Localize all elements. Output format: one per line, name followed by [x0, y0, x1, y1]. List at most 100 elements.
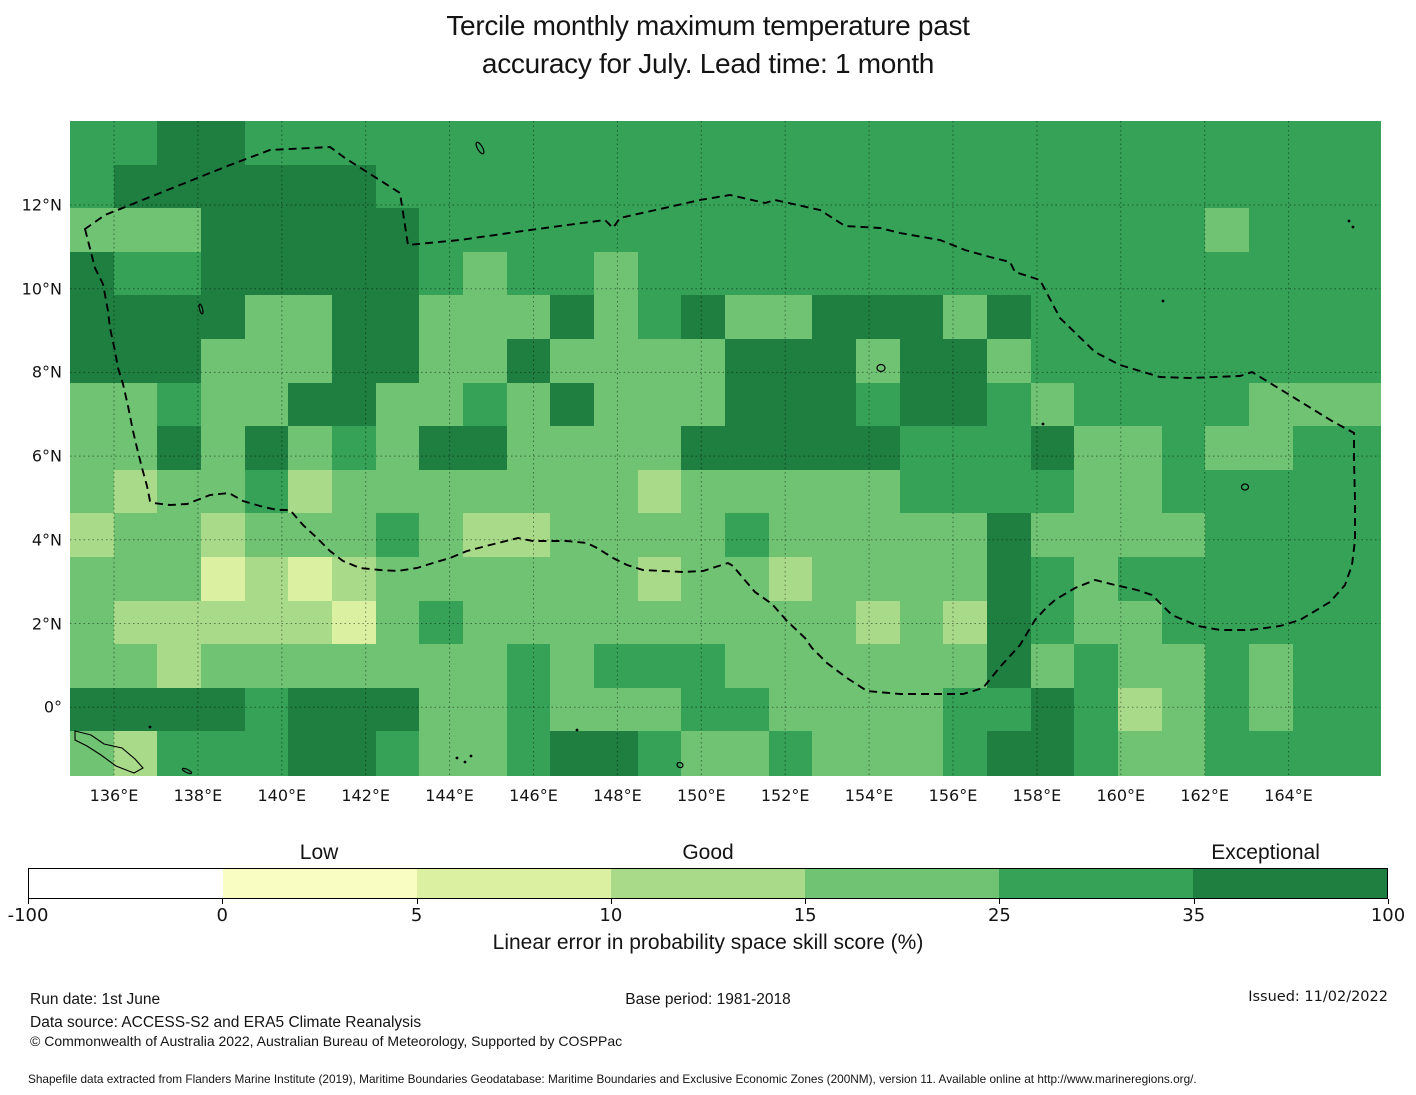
grid-cell: [332, 469, 377, 515]
grid-cell: [70, 382, 115, 427]
issued-date-text: Issued: 11/02/2022: [1248, 989, 1388, 1005]
grid-cell: [332, 600, 377, 645]
grid-cell: [1336, 164, 1381, 209]
grid-cell: [943, 164, 988, 209]
grid-cell: [943, 295, 988, 340]
grid-cell: [856, 164, 901, 209]
grid-cell: [157, 382, 202, 427]
grid-cell: [725, 687, 770, 733]
grid-cell: [332, 339, 377, 384]
grid-cell: [1205, 731, 1250, 776]
grid-cell: [1074, 382, 1119, 427]
grid-cell: [943, 426, 988, 471]
grid-cell: [856, 339, 901, 384]
grid-cell: [550, 644, 595, 689]
grid-cell: [201, 426, 246, 471]
grid-cell: [637, 513, 683, 558]
grid-cell: [637, 731, 683, 776]
grid-cell: [244, 208, 290, 253]
grid-cell: [288, 644, 333, 689]
x-tick-label: 148°E: [593, 786, 642, 805]
grid-cell: [1205, 251, 1250, 297]
grid-cell: [1161, 600, 1207, 645]
grid-cell: [1074, 251, 1119, 297]
grid-cell: [550, 557, 595, 602]
grid-cell: [1161, 644, 1207, 689]
grid-cell: [201, 251, 246, 297]
grid-cell: [681, 251, 726, 297]
grid-cell: [943, 600, 988, 645]
eez-boundary-line: [83, 146, 1356, 695]
grid-cell: [70, 731, 115, 776]
grid-cell: [375, 469, 421, 515]
grid-cell: [1161, 513, 1207, 558]
island-outline: [74, 730, 144, 774]
grid-cell: [244, 426, 290, 471]
grid-cell: [1074, 513, 1119, 558]
colorbar-segment: [1193, 869, 1387, 898]
grid-cell: [856, 251, 901, 297]
grid-cell: [463, 164, 508, 209]
grid-cell: [1249, 513, 1294, 558]
grid-cell: [768, 382, 814, 427]
grid-cell: [1336, 731, 1381, 776]
grid-cell: [1249, 251, 1294, 297]
grid-cell: [419, 251, 464, 297]
grid-cell: [637, 469, 683, 515]
grid-cell: [899, 121, 945, 166]
grid-cell: [725, 121, 770, 166]
grid-cell: [856, 600, 901, 645]
colorbar-tick: [1193, 899, 1195, 904]
colorbar-segment: [805, 869, 999, 898]
run-date-text: Run date: 1st June: [30, 991, 161, 1008]
grid-cell: [506, 295, 552, 340]
grid-cell: [987, 644, 1032, 689]
grid-cell: [113, 208, 159, 253]
grid-cell: [768, 164, 814, 209]
grid-cell: [1161, 426, 1207, 471]
grid-cell: [594, 687, 639, 733]
grid-cell: [288, 208, 333, 253]
grid-cell: [768, 687, 814, 733]
grid-cell: [113, 251, 159, 297]
grid-cell: [157, 557, 202, 602]
grid-cell: [768, 339, 814, 384]
grid-cell: [594, 121, 639, 166]
grid-cell: [288, 121, 333, 166]
grid-cell: [506, 164, 552, 209]
grid-cell: [419, 469, 464, 515]
grid-cell: [899, 513, 945, 558]
grid-cell: [1292, 339, 1338, 384]
grid-cell: [725, 382, 770, 427]
grid-cell: [332, 687, 377, 733]
grid-cell: [375, 557, 421, 602]
grid-cell: [375, 339, 421, 384]
colorbar: [28, 868, 1388, 899]
grid-cell: [1118, 121, 1163, 166]
grid-cell: [987, 469, 1032, 515]
grid-cell: [375, 426, 421, 471]
grid-cell: [113, 121, 159, 166]
grid-cell: [1118, 208, 1163, 253]
grid-cell: [725, 600, 770, 645]
grid-cell: [812, 121, 857, 166]
grid-cell: [899, 731, 945, 776]
island-outline: [181, 767, 193, 775]
grid-cell: [987, 295, 1032, 340]
colorbar-tick-label: 5: [410, 905, 423, 926]
grid-cell: [506, 469, 552, 515]
grid-cell: [1074, 208, 1119, 253]
grid-cell: [113, 295, 159, 340]
grid-cell: [1074, 687, 1119, 733]
grid-cell: [768, 208, 814, 253]
grid-cell: [594, 339, 639, 384]
map-overlay: [70, 121, 1380, 775]
grid-cell: [725, 295, 770, 340]
grid-cell: [812, 557, 857, 602]
grid-cell: [681, 339, 726, 384]
grid-cell: [856, 687, 901, 733]
grid-cell: [201, 557, 246, 602]
grid-cell: [1118, 557, 1163, 602]
grid-cell: [113, 557, 159, 602]
y-tick-label: 6°N: [31, 446, 62, 466]
